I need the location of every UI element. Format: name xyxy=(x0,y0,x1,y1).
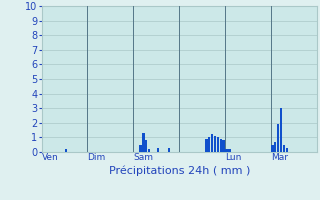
Bar xyxy=(271,145,274,152)
Bar xyxy=(205,139,208,152)
Bar xyxy=(222,140,225,152)
Bar xyxy=(280,108,282,152)
Bar xyxy=(217,137,219,152)
Bar xyxy=(214,136,216,152)
Bar xyxy=(274,142,276,152)
Bar xyxy=(225,149,228,152)
Bar xyxy=(145,140,148,152)
Bar xyxy=(220,139,222,152)
Bar xyxy=(156,148,159,152)
Bar xyxy=(65,149,67,152)
Bar xyxy=(148,149,150,152)
X-axis label: Précipitations 24h ( mm ): Précipitations 24h ( mm ) xyxy=(108,165,250,176)
Bar xyxy=(211,134,213,152)
Bar xyxy=(168,148,170,152)
Bar xyxy=(283,145,285,152)
Bar xyxy=(285,148,288,152)
Bar xyxy=(208,137,211,152)
Bar xyxy=(277,124,279,152)
Bar xyxy=(139,145,142,152)
Bar xyxy=(142,133,145,152)
Bar xyxy=(228,149,230,152)
